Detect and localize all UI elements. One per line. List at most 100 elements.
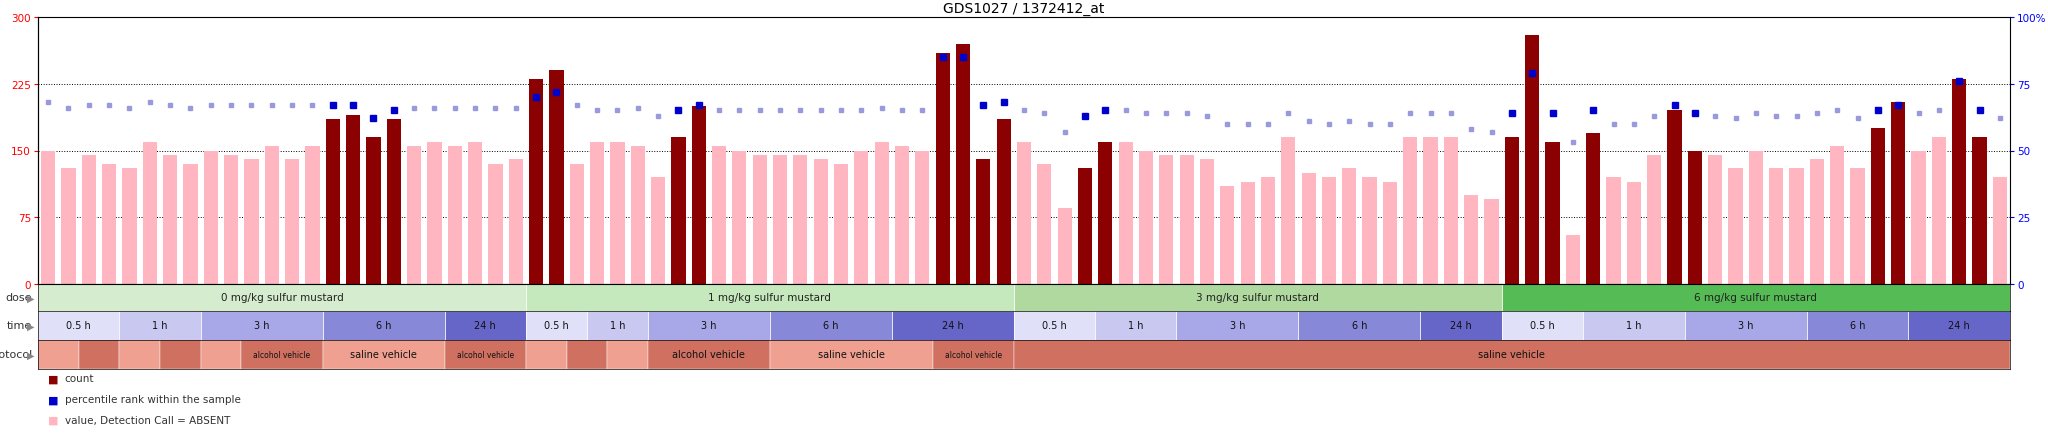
Bar	[647, 340, 770, 369]
Bar	[1810, 160, 1825, 284]
Bar	[387, 120, 401, 284]
Bar	[346, 115, 360, 284]
Bar	[1300, 173, 1315, 284]
Bar	[1626, 182, 1640, 284]
Bar	[1667, 111, 1681, 284]
Bar	[1014, 340, 2009, 369]
Bar	[408, 147, 422, 284]
Text: 1 mg/kg sulfur mustard: 1 mg/kg sulfur mustard	[709, 293, 831, 303]
Bar	[223, 156, 238, 284]
Bar	[244, 160, 258, 284]
Bar	[549, 71, 563, 284]
Text: saline vehicle: saline vehicle	[817, 350, 885, 360]
Bar	[1606, 178, 1620, 284]
Bar	[160, 340, 201, 369]
Text: 6 h: 6 h	[823, 321, 838, 331]
Bar	[1993, 178, 2007, 284]
Bar	[672, 138, 686, 284]
Text: 0.5 h: 0.5 h	[66, 321, 90, 331]
Bar	[1806, 311, 1909, 340]
Bar	[1118, 142, 1133, 284]
Text: percentile rank within the sample: percentile rank within the sample	[66, 395, 240, 404]
Bar	[1014, 311, 1096, 340]
Bar	[1464, 196, 1479, 284]
Bar	[61, 169, 76, 284]
Bar	[793, 156, 807, 284]
Text: ■: ■	[49, 395, 59, 404]
Bar	[1952, 80, 1966, 284]
Text: ■: ■	[49, 374, 59, 384]
Bar	[184, 164, 197, 284]
Bar	[1096, 311, 1176, 340]
Bar	[1585, 133, 1599, 284]
Bar	[203, 151, 217, 284]
Bar	[713, 147, 727, 284]
Text: 24 h: 24 h	[1948, 321, 1970, 331]
Bar	[1014, 284, 1501, 311]
Text: 3 h: 3 h	[1739, 321, 1753, 331]
Text: ▶: ▶	[27, 293, 35, 303]
Text: 1 h: 1 h	[152, 321, 168, 331]
Bar	[119, 340, 160, 369]
Text: count: count	[66, 374, 94, 384]
Text: 0.5 h: 0.5 h	[545, 321, 569, 331]
Bar	[367, 138, 381, 284]
Bar	[1567, 236, 1579, 284]
Bar	[915, 151, 930, 284]
Bar	[1485, 200, 1499, 284]
Bar	[569, 164, 584, 284]
Bar	[610, 142, 625, 284]
Bar	[487, 164, 502, 284]
Bar	[1909, 311, 2009, 340]
Bar	[82, 156, 96, 284]
Bar	[1036, 164, 1051, 284]
Bar	[1931, 138, 1946, 284]
Text: 24 h: 24 h	[942, 321, 965, 331]
Bar	[1972, 138, 1987, 284]
Bar	[508, 160, 522, 284]
Bar	[1403, 138, 1417, 284]
Bar	[1546, 142, 1561, 284]
Bar	[1647, 156, 1661, 284]
Bar	[449, 147, 463, 284]
Bar	[1708, 156, 1722, 284]
Bar	[1159, 156, 1174, 284]
Bar	[651, 178, 666, 284]
Text: 3 mg/kg sulfur mustard: 3 mg/kg sulfur mustard	[1196, 293, 1319, 303]
Text: 6 h: 6 h	[377, 321, 391, 331]
Bar	[201, 311, 324, 340]
Bar	[834, 164, 848, 284]
Text: ▶: ▶	[27, 321, 35, 331]
Bar	[1321, 178, 1335, 284]
Bar	[469, 142, 481, 284]
Bar	[1911, 151, 1925, 284]
Bar	[1526, 36, 1540, 284]
Bar	[324, 340, 444, 369]
Text: ■: ■	[49, 415, 59, 425]
Bar	[1729, 169, 1743, 284]
Bar	[1341, 169, 1356, 284]
Bar	[854, 151, 868, 284]
Bar	[588, 311, 647, 340]
Text: GDS1027 / 1372412_at: GDS1027 / 1372412_at	[944, 2, 1104, 16]
Bar	[1282, 138, 1296, 284]
Text: protocol: protocol	[0, 350, 33, 360]
Bar	[1749, 151, 1763, 284]
Bar	[631, 147, 645, 284]
Bar	[39, 340, 78, 369]
Bar	[733, 151, 748, 284]
Bar	[874, 142, 889, 284]
Bar	[528, 80, 543, 284]
Text: alcohol vehicle: alcohol vehicle	[672, 350, 745, 360]
Text: 1 h: 1 h	[610, 321, 625, 331]
Bar	[1831, 147, 1845, 284]
Bar	[1501, 311, 1583, 340]
Bar	[590, 142, 604, 284]
Bar	[772, 156, 786, 284]
Text: 6 mg/kg sulfur mustard: 6 mg/kg sulfur mustard	[1694, 293, 1817, 303]
Text: 1 h: 1 h	[1626, 321, 1642, 331]
Bar	[1176, 311, 1298, 340]
Text: 0 mg/kg sulfur mustard: 0 mg/kg sulfur mustard	[221, 293, 344, 303]
Bar	[936, 53, 950, 284]
Bar	[1423, 138, 1438, 284]
